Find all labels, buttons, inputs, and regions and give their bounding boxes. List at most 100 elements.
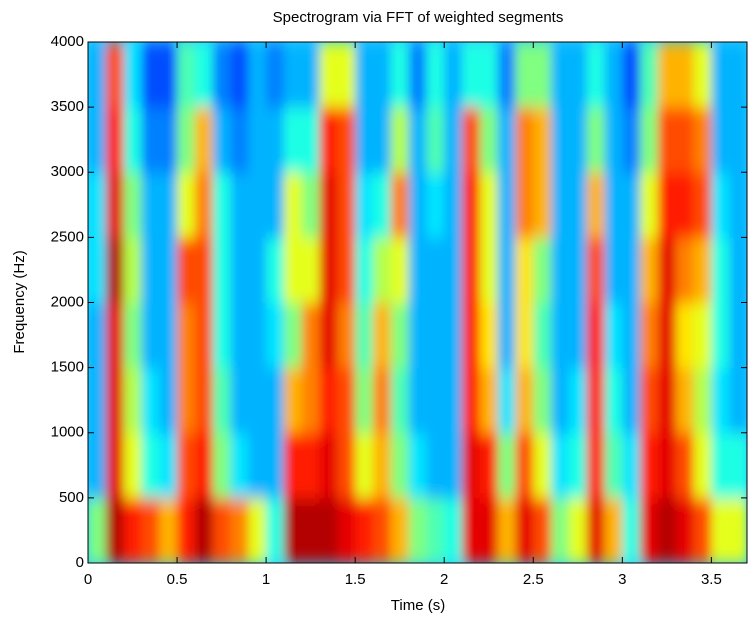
heatmap-cell (177, 432, 196, 499)
heatmap-cell (622, 302, 641, 369)
heatmap-cell (586, 42, 606, 108)
heatmap-cell (729, 302, 747, 369)
heatmap-cell (177, 497, 196, 563)
heatmap-cell (230, 302, 249, 369)
heatmap-cell (194, 367, 214, 434)
heatmap-cell (729, 432, 747, 499)
heatmap-cell (88, 237, 107, 303)
heatmap-cell (390, 172, 410, 238)
heatmap-cell (390, 42, 410, 108)
heatmap-cell (105, 107, 125, 173)
heatmap-cell (283, 42, 303, 108)
heatmap-cell (693, 302, 712, 369)
heatmap-cell (551, 42, 570, 108)
x-tick-label: 1 (262, 571, 270, 588)
heatmap-cell (462, 172, 481, 238)
heatmap-cell (604, 172, 623, 238)
heatmap-cell (408, 107, 427, 173)
heatmap-cell (604, 367, 623, 434)
heatmap-cell (515, 302, 534, 369)
heatmap-cell (319, 107, 338, 173)
heatmap-cell (568, 237, 588, 303)
heatmap-cell (319, 367, 338, 434)
heatmap-cell (604, 237, 623, 303)
heatmap-cell (141, 237, 160, 303)
heatmap-cell (408, 172, 427, 238)
heatmap-cell (711, 42, 730, 108)
heatmap-cell (657, 237, 677, 303)
heatmap-cell (123, 497, 142, 563)
heatmap-cell (355, 302, 374, 369)
heatmap-cell (497, 42, 516, 108)
heatmap-cell (212, 302, 231, 369)
y-tick-label: 3000 (51, 163, 84, 180)
heatmap-cell (177, 107, 196, 173)
heatmap-cell (194, 302, 214, 369)
heatmap-cell (141, 42, 160, 108)
heatmap-cell (283, 107, 303, 173)
heatmap-cell (515, 42, 534, 108)
heatmap-cell (105, 42, 125, 108)
heatmap-cell (640, 367, 659, 434)
heatmap-cell (444, 367, 463, 434)
heatmap-cell (622, 172, 641, 238)
heatmap-cell (711, 367, 730, 434)
heatmap-cell (194, 432, 214, 499)
heatmap-cell (248, 302, 267, 369)
heatmap-cell (194, 42, 214, 108)
heatmap-cell (141, 432, 160, 499)
heatmap-cell (301, 42, 321, 108)
y-tick-label: 500 (59, 489, 84, 506)
heatmap-cell (248, 367, 267, 434)
heatmap-cell (88, 497, 107, 563)
x-axis-label: Time (s) (391, 597, 445, 614)
heatmap-cell (444, 107, 463, 173)
heatmap-cell (622, 42, 641, 108)
heatmap-cell (177, 302, 196, 369)
heatmap-cell (355, 107, 374, 173)
heatmap-cell (497, 237, 516, 303)
heatmap-cell (194, 497, 214, 563)
heatmap-cell (657, 107, 677, 173)
heatmap-cell (390, 497, 410, 563)
heatmap-cell (497, 367, 516, 434)
heatmap-cell (372, 302, 392, 369)
heatmap-cell (230, 432, 249, 499)
heatmap-cell (426, 172, 445, 238)
heatmap-cell (497, 172, 516, 238)
heatmap-cell (675, 302, 695, 369)
heatmap-cell (248, 42, 267, 108)
heatmap-cell (444, 237, 463, 303)
heatmap-cell (266, 172, 285, 238)
heatmap-cell (337, 367, 356, 434)
heatmap-cell (337, 237, 356, 303)
heatmap-cell (301, 367, 321, 434)
heatmap-cell (230, 237, 249, 303)
heatmap-cell (657, 172, 677, 238)
heatmap-cell (515, 367, 534, 434)
heatmap-cell (568, 432, 588, 499)
heatmap-cell (105, 172, 125, 238)
heatmap-cell (266, 237, 285, 303)
heatmap-cell (372, 237, 392, 303)
heatmap-cell (444, 42, 463, 108)
heatmap-cell (390, 302, 410, 369)
heatmap-cell (408, 497, 427, 563)
heatmap-cell (390, 432, 410, 499)
heatmap-cell (640, 302, 659, 369)
heatmap-cell (319, 237, 338, 303)
heatmap-cell (604, 302, 623, 369)
heatmap-cell (408, 367, 427, 434)
heatmap-cell (88, 432, 107, 499)
heatmap-cell (408, 432, 427, 499)
x-tick-label: 2 (440, 571, 448, 588)
heatmap-cell (640, 42, 659, 108)
heatmap-cell (533, 367, 552, 434)
heatmap-cell (212, 367, 231, 434)
heatmap-cell (159, 42, 178, 108)
heatmap-cell (675, 367, 695, 434)
chart-title: Spectrogram via FFT of weighted segments (273, 9, 564, 26)
heatmap-cell (88, 172, 107, 238)
heatmap-cell (479, 367, 499, 434)
heatmap-cell (301, 172, 321, 238)
